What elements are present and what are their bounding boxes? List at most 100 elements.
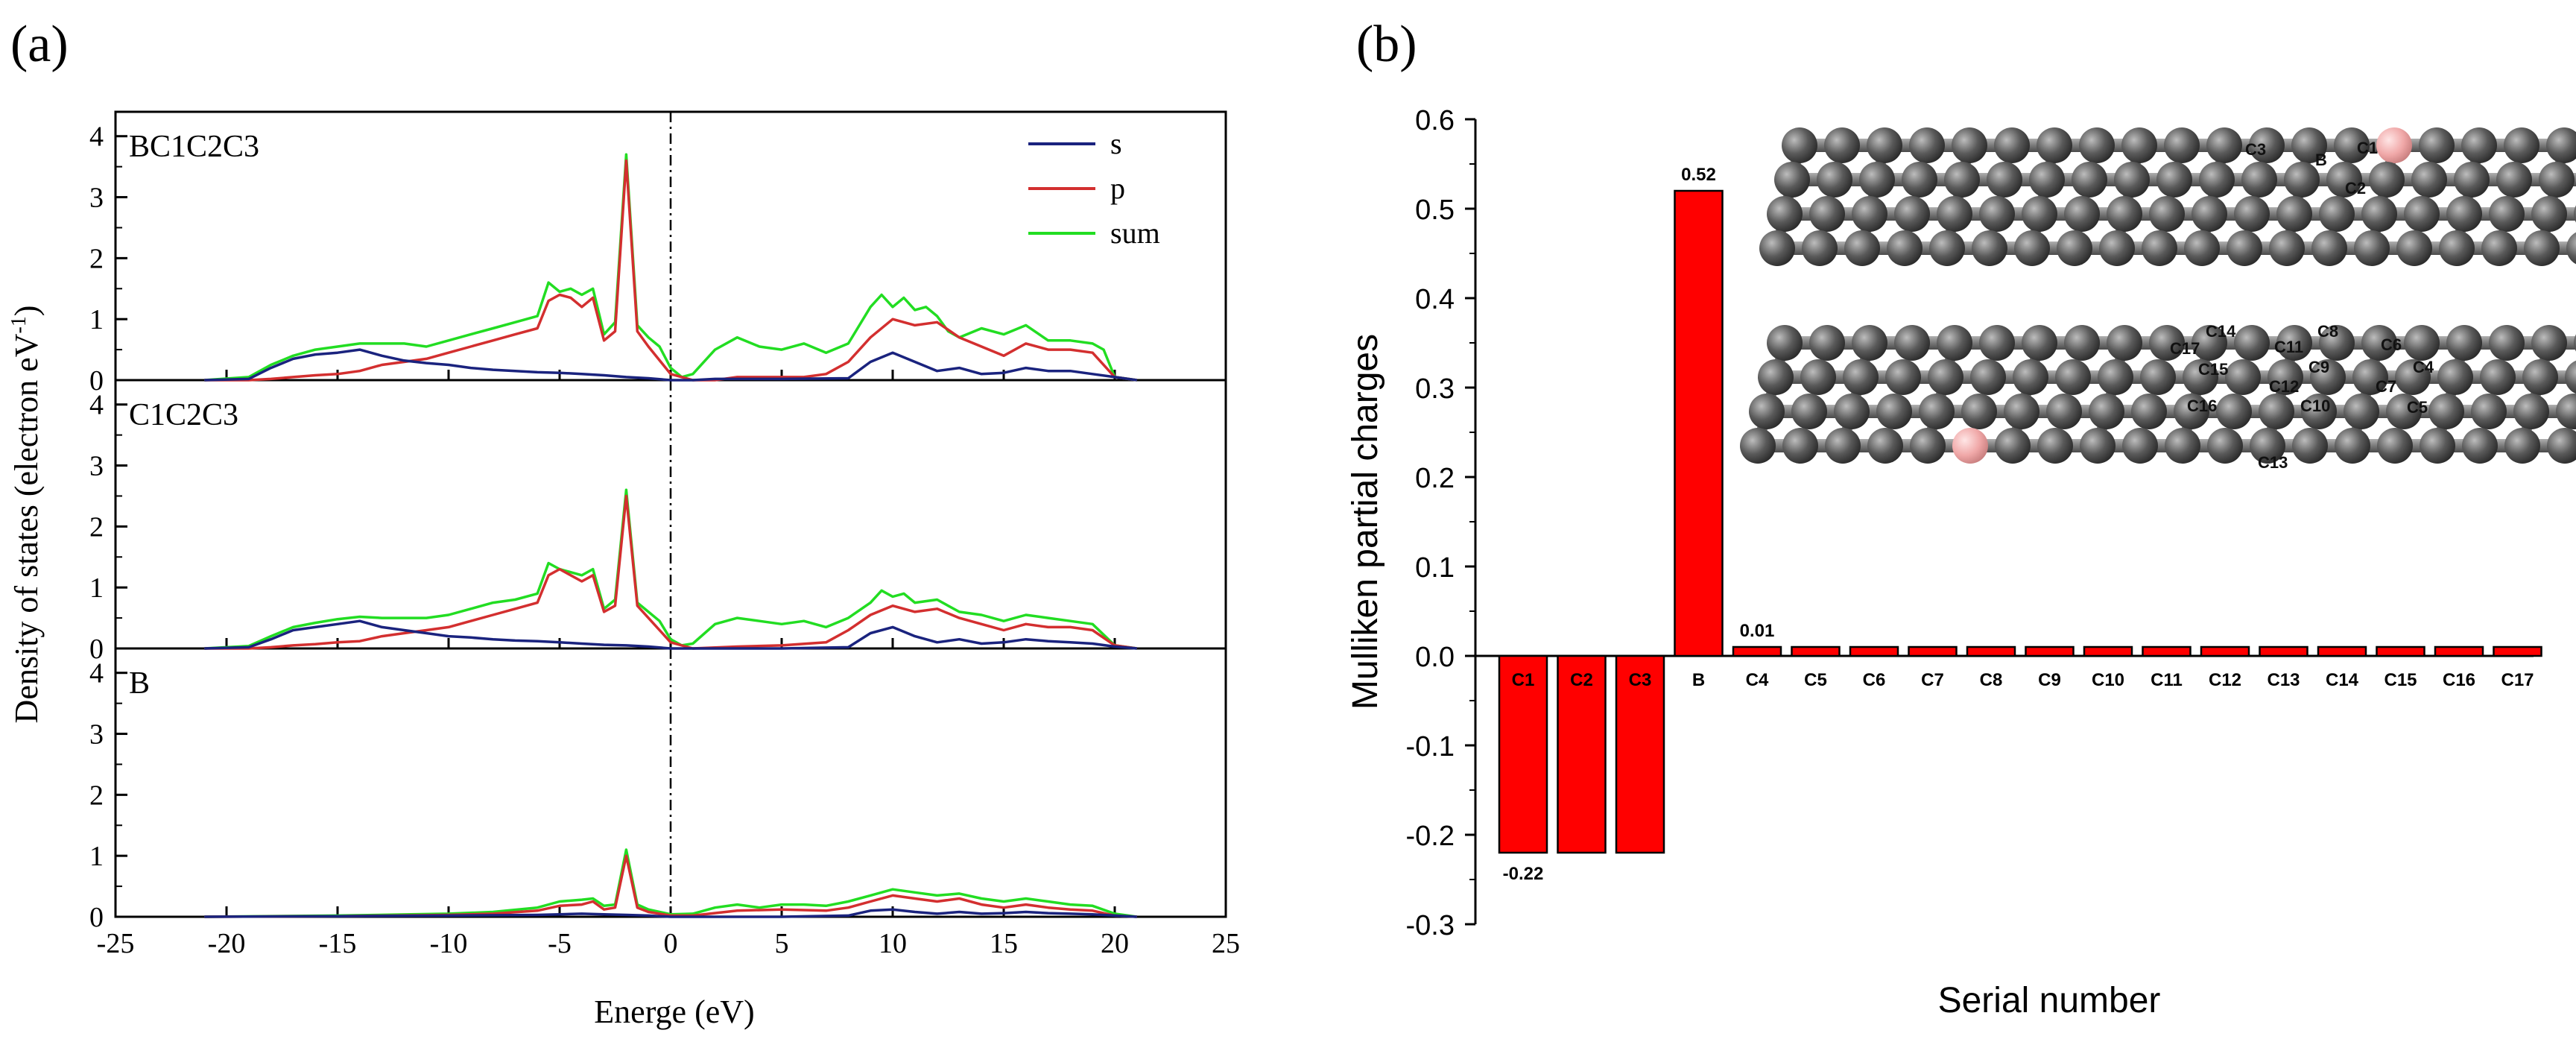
mulliken-chart: -0.3 -0.2 -0.1 0.0 0.1 0.2 0.3 0.4 0.5 0.6 C1 C2 C3 B… xyxy=(1346,105,2542,1020)
carbon-atom xyxy=(2249,127,2285,163)
dos-line-s xyxy=(204,348,1138,382)
dos-xtick-label: 25 xyxy=(1212,928,1240,959)
dos-ytick-label: 4 xyxy=(89,658,104,689)
dos-ytick-label: 3 xyxy=(89,451,104,482)
carbon-atom xyxy=(2079,127,2115,163)
carbon-atom xyxy=(2037,127,2072,163)
atom-label: C2 xyxy=(2345,179,2366,198)
carbon-atom xyxy=(2386,394,2422,429)
bar-category-label: C5 xyxy=(1804,670,1827,690)
carbon-atom xyxy=(2524,230,2560,266)
bar-C10 xyxy=(2083,645,2133,657)
carbon-atom xyxy=(2334,127,2370,163)
carbon-atom xyxy=(1909,127,1945,163)
bar-ytick-label: -0.3 xyxy=(1406,910,1455,941)
bar-category-label: C16 xyxy=(2443,670,2475,690)
carbon-atom xyxy=(2029,162,2065,198)
legend-label-p: p xyxy=(1110,171,1125,205)
panel-label-a: (a) xyxy=(10,16,69,73)
dos-ytick-label: 4 xyxy=(89,121,104,153)
carbon-atom xyxy=(1995,428,2031,464)
dos-ytick-label: 1 xyxy=(89,304,104,335)
carbon-atom xyxy=(2234,325,2270,361)
carbon-atom xyxy=(2184,230,2220,266)
carbon-atom xyxy=(2556,394,2576,429)
carbon-atom xyxy=(2566,232,2576,265)
atom-label: C5 xyxy=(2407,398,2428,417)
bar-B xyxy=(1674,189,1724,657)
dos-ytick-label: 0 xyxy=(89,634,104,665)
dos-line-p xyxy=(204,854,1137,918)
dos-ytick-label: 0 xyxy=(89,902,104,933)
bar-data-label: -0.22 xyxy=(1503,864,1544,884)
carbon-atom xyxy=(2539,162,2575,198)
carbon-atom xyxy=(1852,325,1887,361)
bar-ytick-label: 0.2 xyxy=(1415,463,1455,494)
carbon-atom xyxy=(2335,428,2370,464)
carbon-atom xyxy=(2489,196,2525,232)
carbon-atom xyxy=(2513,394,2549,429)
dos-line-s xyxy=(204,908,1137,918)
bar-category-label: C12 xyxy=(2209,670,2241,690)
carbon-atom xyxy=(2080,428,2115,464)
carbon-atom xyxy=(1910,428,1946,464)
bar-C3 xyxy=(1615,654,1665,854)
carbon-atom xyxy=(1800,359,1836,395)
bar-data-label: 0.52 xyxy=(1681,165,1716,185)
carbon-atom xyxy=(1844,230,1880,266)
bar-category-label: B xyxy=(1692,670,1705,690)
carbon-atom xyxy=(2276,325,2312,361)
carbon-atom xyxy=(2471,394,2507,429)
bar-category-label: C3 xyxy=(1629,670,1652,690)
dos-ytick-label: 3 xyxy=(89,719,104,751)
carbon-atom xyxy=(1767,325,1803,361)
carbon-atom xyxy=(2121,127,2157,163)
bar-ytick-label: -0.2 xyxy=(1406,821,1455,852)
carbon-atom xyxy=(2164,127,2200,163)
carbon-atom xyxy=(2319,325,2355,361)
carbon-atom xyxy=(2199,162,2235,198)
carbon-atom xyxy=(2311,230,2347,266)
carbon-atom xyxy=(2149,196,2185,232)
carbon-atom xyxy=(2361,325,2397,361)
bar-category-label: C1 xyxy=(1512,670,1535,690)
carbon-atom xyxy=(2114,162,2150,198)
carbon-atom xyxy=(2531,196,2567,232)
carbon-atom xyxy=(2183,359,2218,395)
dos-xtick-label: 0 xyxy=(664,928,678,959)
carbon-atom xyxy=(1902,162,1937,198)
bar-category-label: C2 xyxy=(1570,670,1593,690)
bar-C14 xyxy=(2317,645,2367,657)
carbon-atom xyxy=(1867,127,1902,163)
graphene-sheet xyxy=(1740,325,2576,464)
legend-label-s: s xyxy=(1110,127,1122,160)
bar-C7 xyxy=(1908,645,1958,657)
atom-label: C12 xyxy=(2269,377,2299,396)
carbon-atom xyxy=(2319,196,2355,232)
carbon-atom xyxy=(2489,325,2525,361)
carbon-atom xyxy=(2192,325,2227,361)
carbon-atom xyxy=(1859,162,1895,198)
bar-ytick-label: 0.5 xyxy=(1415,195,1455,226)
carbon-atom xyxy=(1919,394,1955,429)
bar-category-label: C4 xyxy=(1746,670,1769,690)
bar-category-label: C7 xyxy=(1921,670,1944,690)
carbon-atom xyxy=(1809,325,1845,361)
carbon-atom xyxy=(1767,196,1803,232)
carbon-atom xyxy=(2446,196,2482,232)
bar-C8 xyxy=(1966,645,2016,657)
carbon-atom xyxy=(2227,230,2262,266)
carbon-atom xyxy=(2064,196,2100,232)
carbon-atom xyxy=(2454,162,2490,198)
carbon-atom xyxy=(2504,428,2540,464)
carbon-atom xyxy=(2165,428,2200,464)
dos-xtick-label: 20 xyxy=(1101,928,1129,959)
carbon-atom xyxy=(2291,127,2327,163)
dos-ytick-label: 3 xyxy=(89,183,104,214)
carbon-atom xyxy=(2022,196,2057,232)
carbon-atom xyxy=(1758,359,1794,395)
carbon-atom xyxy=(2354,230,2390,266)
bar-C12 xyxy=(2200,645,2250,657)
atom-label: C1 xyxy=(2357,139,2378,157)
